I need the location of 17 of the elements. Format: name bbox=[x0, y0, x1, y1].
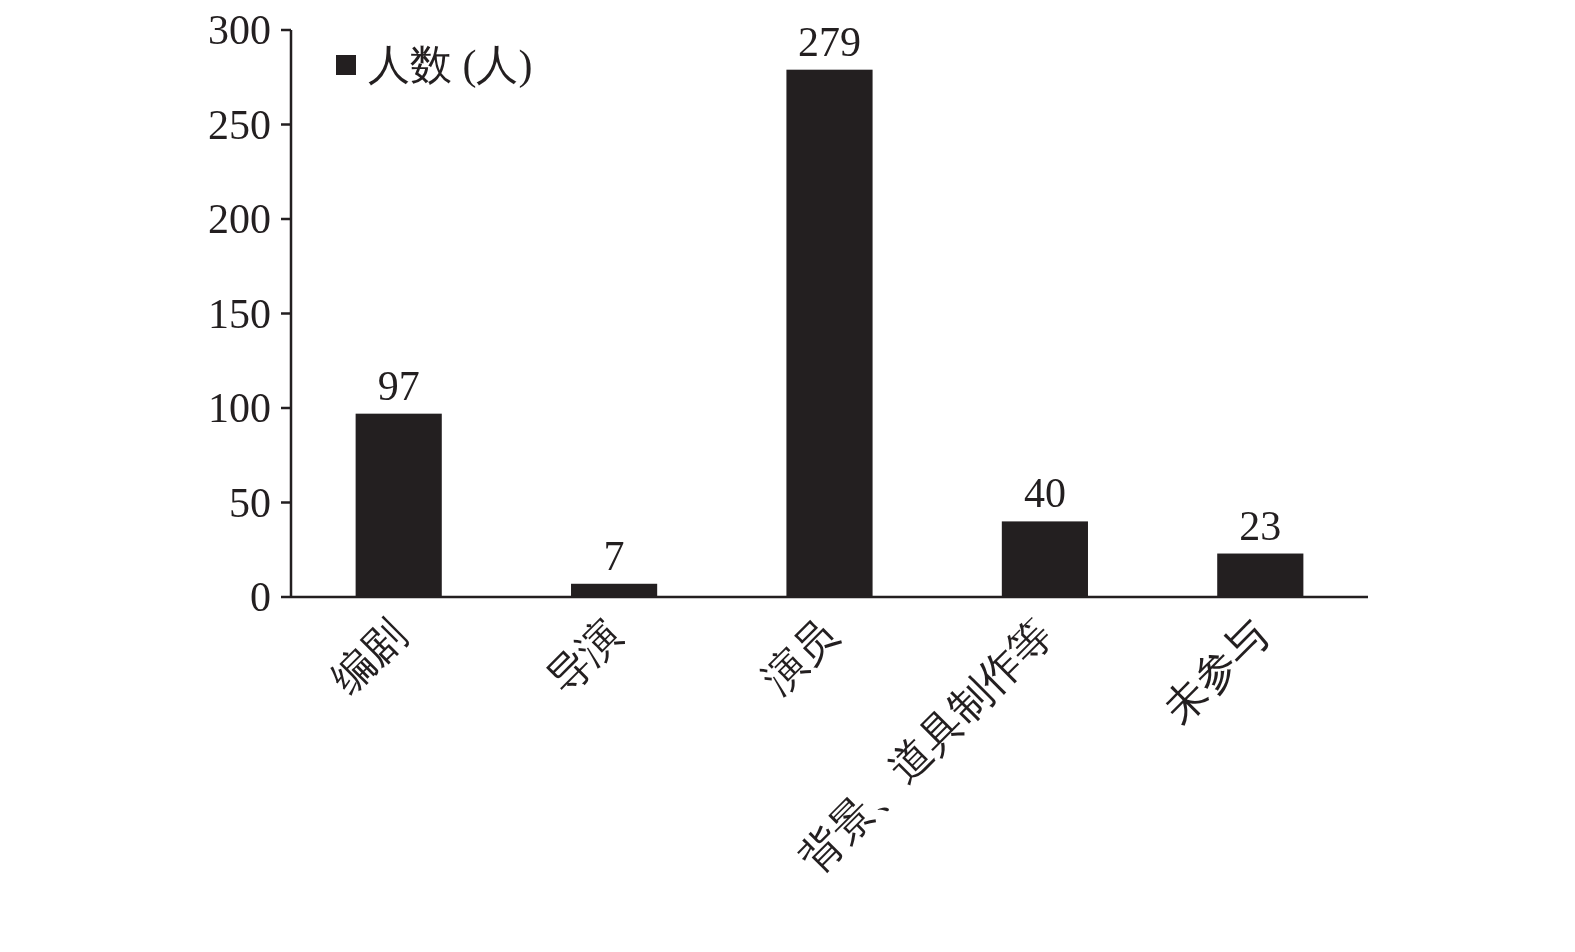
x-tick-label: 演员 bbox=[753, 610, 846, 703]
y-tick-label: 100 bbox=[208, 385, 271, 431]
x-tick-label: 未参与 bbox=[1155, 610, 1277, 733]
data-label: 97 bbox=[377, 362, 420, 409]
data-label: 40 bbox=[1023, 470, 1066, 517]
data-label: 7 bbox=[603, 532, 625, 579]
data-label: 279 bbox=[798, 18, 861, 65]
y-tick-label: 50 bbox=[229, 479, 271, 526]
y-tick-label: 300 bbox=[208, 7, 271, 53]
data-label: 23 bbox=[1239, 502, 1282, 549]
y-tick-label: 150 bbox=[208, 290, 271, 337]
y-tick-label: 250 bbox=[208, 101, 271, 148]
y-tick-label: 200 bbox=[208, 196, 271, 242]
y-tick-label: 0 bbox=[250, 574, 271, 620]
x-tick-label: 编剧 bbox=[323, 610, 416, 703]
x-tick-label: 导演 bbox=[538, 610, 631, 703]
legend-label: 人数 (人) bbox=[368, 42, 533, 89]
